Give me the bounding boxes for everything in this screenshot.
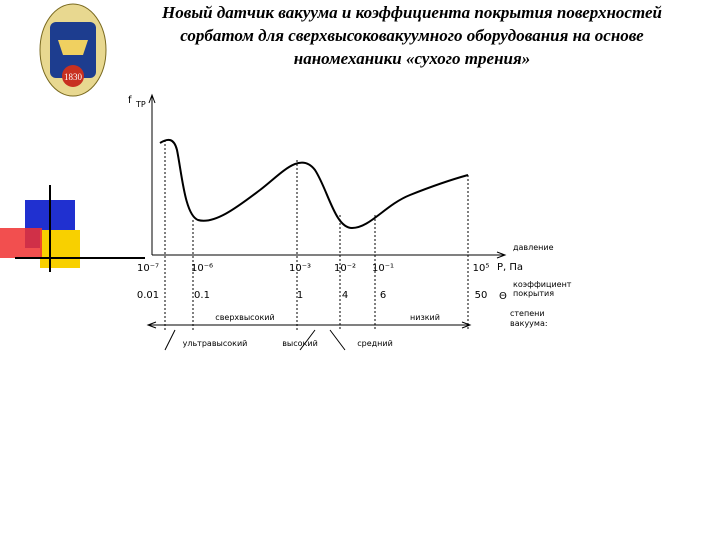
coverage-tick: 6: [380, 290, 386, 301]
vacuum-level: сверхвысокий: [215, 313, 274, 322]
title-line: наномеханики «сухого трения»: [294, 49, 530, 68]
y-axis-symbol: f: [128, 95, 132, 106]
pressure-label: давление: [513, 243, 554, 252]
pressure-tick: 10⁻⁶: [191, 263, 213, 274]
friction-curve: [159, 138, 469, 230]
logo-year: 1830: [64, 72, 83, 82]
vacuum-level: низкий: [410, 313, 440, 322]
vacuum-label: вакуума:: [510, 319, 548, 328]
pressure-tick: 10⁻²: [334, 263, 356, 274]
vacuum-label: степени: [510, 309, 545, 318]
dashed-lines: [164, 140, 469, 330]
vacuum-level: высокий: [282, 339, 318, 348]
pressure-tick: 10⁵: [473, 263, 490, 274]
coverage-tick: 1: [297, 290, 303, 301]
region-lines: [146, 321, 472, 351]
coverage-tick: 0.1: [194, 290, 210, 301]
title-line: сорбатом для сверхвысоковакуумного обору…: [180, 26, 644, 45]
axes: [148, 93, 507, 259]
coverage-tick: 0.01: [137, 290, 159, 301]
logo: 1830: [39, 3, 107, 97]
vacuum-level: ультравысокий: [183, 339, 248, 348]
coverage-symbol: Θ: [499, 291, 507, 302]
y-axis-subscript: ТР: [135, 100, 146, 109]
pressure-tick: 10⁻³: [289, 263, 311, 274]
coverage-label: покрытия: [513, 289, 554, 298]
coverage-label: коэффициент: [513, 280, 572, 289]
pressure-tick: 10⁻¹: [372, 263, 394, 274]
coverage-tick: 4: [342, 290, 348, 301]
pressure-unit: Р, Па: [497, 262, 523, 273]
pressure-tick: 10⁻⁷: [137, 263, 159, 274]
decoration: [0, 185, 145, 272]
coverage-tick: 50: [475, 290, 488, 301]
vacuum-level: средний: [357, 339, 393, 348]
title-line: Новый датчик вакуума и коэффициента покр…: [161, 3, 662, 22]
